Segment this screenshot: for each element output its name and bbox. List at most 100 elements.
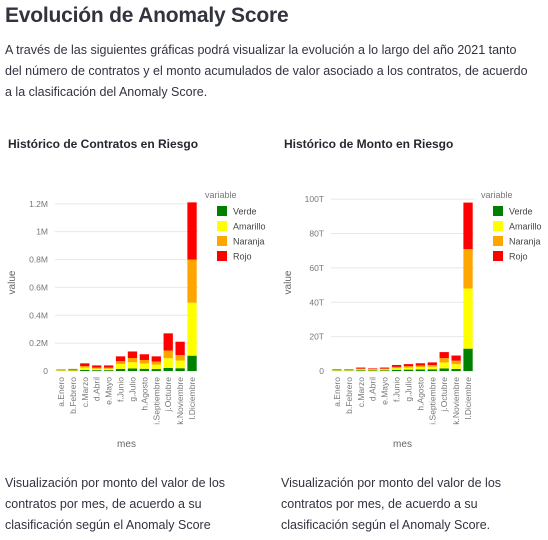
bar-verde-e-mayo[interactable]	[379, 370, 390, 371]
bar-naranja-f-junio[interactable]	[391, 366, 402, 369]
bar-amarillo-b-febrero[interactable]	[68, 369, 78, 371]
bar-amarillo-h-agosto[interactable]	[415, 367, 426, 370]
bar-rojo-g-julio[interactable]	[403, 364, 414, 367]
bar-naranja-e-mayo[interactable]	[379, 368, 390, 370]
bar-rojo-i-septiembre[interactable]	[427, 362, 437, 365]
bar-naranja-i-septiembre[interactable]	[151, 361, 161, 365]
bar-naranja-j-octubre[interactable]	[163, 350, 173, 359]
bar-verde-j-octubre[interactable]	[163, 367, 173, 371]
legend-label-amarillo[interactable]: Amarillo	[509, 222, 542, 232]
bar-rojo-k-noviembre[interactable]	[175, 341, 185, 355]
bar-rojo-l-diciembre[interactable]	[187, 202, 197, 260]
bar-rojo-a-enero[interactable]	[332, 369, 342, 370]
bar-naranja-c-marzo[interactable]	[80, 366, 90, 368]
legend-swatch-verde[interactable]	[493, 206, 503, 216]
legend-swatch-naranja[interactable]	[217, 236, 227, 246]
bar-rojo-f-junio[interactable]	[115, 356, 126, 362]
bar-verde-k-noviembre[interactable]	[451, 368, 461, 371]
bar-amarillo-a-enero[interactable]	[332, 370, 342, 371]
bar-amarillo-c-marzo[interactable]	[80, 367, 90, 370]
bar-verde-d-abril[interactable]	[92, 370, 102, 371]
bar-amarillo-e-mayo[interactable]	[379, 369, 390, 371]
bar-rojo-k-noviembre[interactable]	[451, 355, 461, 361]
bar-rojo-b-febrero[interactable]	[344, 369, 354, 370]
legend-swatch-rojo[interactable]	[493, 251, 503, 261]
bar-naranja-e-mayo[interactable]	[103, 367, 114, 369]
legend-swatch-amarillo[interactable]	[493, 221, 503, 231]
bar-amarillo-k-noviembre[interactable]	[175, 360, 185, 369]
bar-verde-i-septiembre[interactable]	[151, 369, 161, 371]
bar-rojo-h-agosto[interactable]	[139, 354, 150, 360]
bar-naranja-g-julio[interactable]	[403, 366, 414, 368]
bar-amarillo-c-marzo[interactable]	[356, 369, 366, 371]
bar-amarillo-i-septiembre[interactable]	[427, 366, 437, 370]
bar-rojo-c-marzo[interactable]	[356, 367, 366, 369]
bar-amarillo-f-junio[interactable]	[115, 364, 126, 369]
bar-verde-c-marzo[interactable]	[80, 369, 90, 371]
bar-amarillo-l-diciembre[interactable]	[187, 302, 197, 356]
bar-rojo-j-octubre[interactable]	[439, 352, 449, 359]
legend-label-rojo[interactable]: Rojo	[509, 252, 528, 262]
bar-amarillo-e-mayo[interactable]	[103, 368, 114, 371]
bar-rojo-f-junio[interactable]	[391, 364, 402, 367]
bar-naranja-j-octubre[interactable]	[439, 358, 449, 363]
bar-naranja-f-junio[interactable]	[115, 361, 126, 365]
bar-verde-j-octubre[interactable]	[439, 368, 449, 371]
bar-amarillo-b-febrero[interactable]	[344, 370, 354, 371]
bar-verde-f-junio[interactable]	[391, 369, 402, 371]
bar-naranja-k-noviembre[interactable]	[175, 354, 185, 361]
legend-label-verde[interactable]: Verde	[233, 207, 257, 217]
legend-swatch-naranja[interactable]	[493, 236, 503, 246]
legend-label-rojo[interactable]: Rojo	[233, 252, 252, 262]
bar-rojo-i-septiembre[interactable]	[151, 356, 161, 362]
bar-amarillo-j-octubre[interactable]	[439, 362, 449, 369]
bar-naranja-l-diciembre[interactable]	[187, 259, 197, 303]
bar-amarillo-f-junio[interactable]	[391, 368, 402, 370]
bar-verde-c-marzo[interactable]	[356, 370, 366, 371]
bar-verde-e-mayo[interactable]	[103, 370, 114, 371]
bar-amarillo-d-abril[interactable]	[92, 368, 102, 371]
bar-rojo-g-julio[interactable]	[127, 351, 138, 359]
legend-swatch-rojo[interactable]	[217, 251, 227, 261]
bar-verde-h-agosto[interactable]	[415, 369, 426, 371]
bar-verde-f-junio[interactable]	[115, 368, 126, 371]
bar-amarillo-k-noviembre[interactable]	[451, 364, 461, 369]
bar-naranja-k-noviembre[interactable]	[451, 360, 461, 365]
bar-verde-h-agosto[interactable]	[139, 368, 150, 371]
legend-label-amarillo[interactable]: Amarillo	[233, 222, 266, 232]
bar-verde-g-julio[interactable]	[403, 369, 414, 371]
legend-label-naranja[interactable]: Naranja	[509, 237, 541, 247]
bar-naranja-h-agosto[interactable]	[139, 359, 150, 364]
bar-amarillo-h-agosto[interactable]	[139, 363, 150, 369]
bar-naranja-g-julio[interactable]	[127, 358, 138, 363]
bar-rojo-d-abril[interactable]	[92, 365, 102, 368]
bar-verde-k-noviembre[interactable]	[175, 368, 185, 371]
bar-verde-g-julio[interactable]	[127, 368, 138, 371]
bar-amarillo-l-diciembre[interactable]	[463, 288, 473, 349]
bar-rojo-d-abril[interactable]	[368, 368, 378, 370]
legend-swatch-amarillo[interactable]	[217, 221, 227, 231]
bar-naranja-d-abril[interactable]	[92, 367, 102, 369]
bar-amarillo-g-julio[interactable]	[403, 367, 414, 370]
bar-amarillo-g-julio[interactable]	[127, 362, 138, 369]
bar-naranja-c-marzo[interactable]	[356, 368, 366, 370]
bar-rojo-c-marzo[interactable]	[80, 363, 90, 367]
legend-label-naranja[interactable]: Naranja	[233, 237, 265, 247]
bar-rojo-h-agosto[interactable]	[415, 363, 426, 366]
bar-naranja-i-septiembre[interactable]	[427, 364, 437, 367]
bar-amarillo-j-octubre[interactable]	[163, 358, 173, 368]
bar-rojo-l-diciembre[interactable]	[463, 202, 473, 249]
bar-verde-i-septiembre[interactable]	[427, 369, 437, 371]
bar-naranja-d-abril[interactable]	[368, 369, 378, 370]
bar-amarillo-d-abril[interactable]	[368, 369, 378, 371]
bar-verde-d-abril[interactable]	[368, 370, 378, 371]
bar-naranja-h-agosto[interactable]	[415, 365, 426, 368]
legend-label-verde[interactable]: Verde	[509, 207, 533, 217]
bar-naranja-l-diciembre[interactable]	[463, 248, 473, 289]
bar-rojo-e-mayo[interactable]	[103, 365, 114, 368]
bar-rojo-b-febrero[interactable]	[68, 368, 78, 370]
bar-amarillo-i-septiembre[interactable]	[151, 364, 161, 370]
bar-verde-l-diciembre[interactable]	[187, 355, 197, 371]
contracts-chart[interactable]: 0 0.2M 0.4M 0.6M 0.8M 1M 1.2M a.Enero b.Febrero c…	[5, 156, 267, 456]
bar-rojo-e-mayo[interactable]	[379, 367, 390, 369]
